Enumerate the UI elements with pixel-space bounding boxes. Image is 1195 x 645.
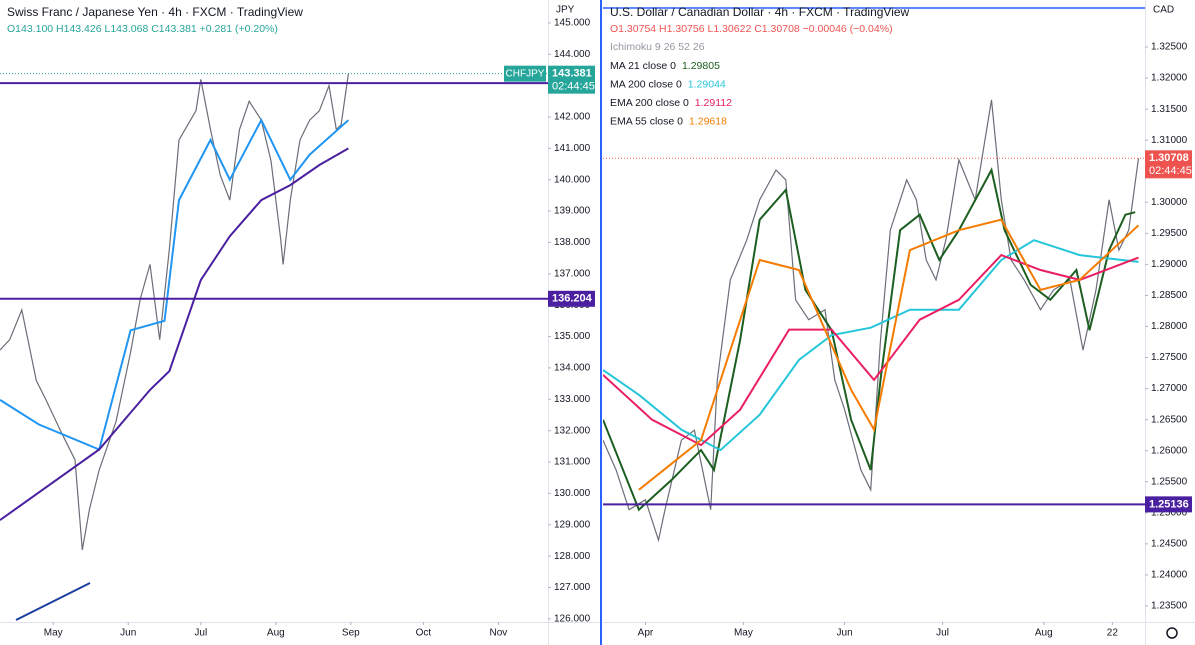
legend-value: 1.29618: [689, 115, 727, 127]
x-tick-label: Jul: [194, 628, 207, 639]
y-tick-label: 132.000: [554, 425, 591, 436]
x-tick-label: Oct: [416, 628, 432, 639]
y-tick-label: 133.000: [554, 394, 591, 405]
chart-title: U.S. Dollar / Canadian Dollar · 4h · FXC…: [610, 5, 910, 19]
symbol-tag-box: [504, 65, 546, 82]
indicator-note: Ichimoku 9 26 52 26: [610, 41, 705, 53]
legend-name: EMA 200 close 0: [610, 97, 689, 109]
price-label-box: [1145, 496, 1192, 513]
y-tick-label: 1.25500: [1151, 476, 1188, 487]
ohlc: O1.30754 H1.30756 L1.30622 C1.30708 −0.0…: [610, 23, 893, 35]
last-price-label: 1.30708: [1149, 152, 1189, 164]
y-tick-label: 1.29000: [1151, 259, 1188, 270]
y-tick-label: 1.28500: [1151, 290, 1188, 301]
y-tick-label: 128.000: [554, 551, 591, 562]
x-tick-label: Sep: [342, 628, 360, 639]
x-tick-label: 22: [1107, 628, 1119, 639]
y-tick-label: 140.000: [554, 174, 591, 185]
x-tick-label: Jun: [120, 628, 136, 639]
symbol-tag: CHFJPY: [506, 68, 545, 79]
currency-label: JPY: [556, 5, 575, 16]
legend-value: 1.29805: [682, 60, 720, 72]
y-tick-label: 131.000: [554, 457, 591, 468]
series-line: [603, 253, 1139, 447]
series-line: [0, 147, 349, 521]
last-price-label: 143.381: [552, 68, 592, 80]
y-tick-label: 1.32000: [1151, 73, 1188, 84]
x-tick-label: Aug: [267, 628, 285, 639]
y-tick-label: 145.000: [554, 18, 591, 29]
y-tick-label: 1.26000: [1151, 445, 1188, 456]
settings-icon[interactable]: [1166, 627, 1178, 639]
x-tick-label: Nov: [490, 628, 508, 639]
y-tick-label: 1.28000: [1151, 321, 1188, 332]
x-tick-label: Jun: [837, 628, 853, 639]
legend-name: EMA 55 close 0: [610, 115, 683, 127]
price-label: 136.204: [552, 293, 593, 305]
y-tick-label: 1.32500: [1151, 42, 1188, 53]
y-tick-label: 1.31500: [1151, 104, 1188, 115]
y-tick-label: 144.000: [554, 49, 591, 60]
last-price-box: [548, 65, 595, 94]
x-tick-label: May: [734, 628, 753, 639]
last-price-box: [1145, 150, 1192, 179]
y-tick-label: 129.000: [554, 519, 591, 530]
legend-value: 1.29112: [695, 97, 732, 109]
y-tick-label: 134.000: [554, 363, 591, 374]
x-tick-label: May: [44, 628, 63, 639]
countdown: 02:44:45: [552, 81, 595, 93]
y-tick-label: 142.000: [554, 112, 591, 123]
y-tick-label: 1.27500: [1151, 352, 1188, 363]
y-tick-label: 1.27000: [1151, 383, 1188, 394]
plot: [0, 73, 350, 551]
legend-name: MA 200 close 0: [610, 78, 682, 90]
y-tick-label: 1.31000: [1151, 135, 1188, 146]
y-tick-label: 1.30000: [1151, 197, 1188, 208]
y-tick-label: 1.24500: [1151, 539, 1188, 550]
currency-label: CAD: [1153, 5, 1174, 16]
y-tick-label: 141.000: [554, 143, 591, 154]
series-line: [603, 239, 1139, 452]
x-tick-label: Apr: [638, 628, 654, 639]
y-tick-label: 126.000: [554, 614, 591, 625]
y-tick-label: 135.000: [554, 331, 591, 342]
y-tick-label: 127.000: [554, 582, 591, 593]
price-label: 1.25136: [1149, 498, 1189, 510]
y-tick-label: 1.25000: [1151, 507, 1188, 518]
countdown: 02:44:45: [1149, 165, 1192, 177]
series-line: [0, 117, 350, 451]
y-tick-label: 1.23500: [1151, 601, 1188, 612]
y-tick-label: 138.000: [554, 237, 591, 248]
x-tick-label: Aug: [1035, 628, 1053, 639]
price-label-box: [548, 290, 595, 307]
trend-line: [15, 582, 91, 621]
y-tick-label: 139.000: [554, 206, 591, 217]
x-tick-label: Jul: [936, 628, 949, 639]
y-tick-label: 1.29500: [1151, 228, 1188, 239]
plot: [603, 99, 1140, 543]
series-line: [0, 73, 349, 551]
series-line: [638, 218, 1140, 491]
y-tick-label: 1.24000: [1151, 570, 1188, 581]
legend-value: 1.29044: [688, 78, 726, 90]
y-tick-label: 130.000: [554, 488, 591, 499]
ohlc: O143.100 H143.426 L143.068 C143.381 +0.2…: [7, 23, 278, 35]
legend-name: MA 21 close 0: [610, 60, 676, 72]
chart-title: Swiss Franc / Japanese Yen · 4h · FXCM ·…: [7, 5, 303, 19]
y-tick-label: 1.26500: [1151, 414, 1188, 425]
y-tick-label: 137.000: [554, 268, 591, 279]
